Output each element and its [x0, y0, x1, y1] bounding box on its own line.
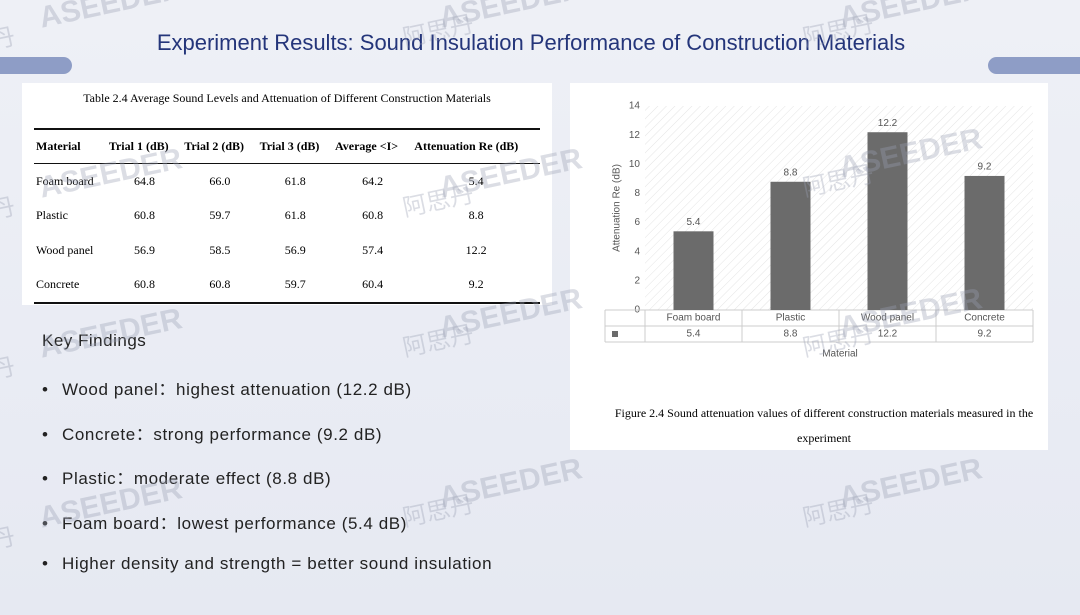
- table-cell: 9.2: [468, 277, 484, 292]
- table-cell: 60.8: [209, 277, 231, 292]
- x-tick-label: Wood panel: [861, 313, 914, 324]
- table-cell: 8.8: [468, 208, 484, 223]
- x-tick-label: Plastic: [776, 313, 805, 324]
- figure-caption: Figure 2.4 Sound attenuation values of d…: [614, 406, 1034, 445]
- finding-text: Plastic：moderate effect (8.8 dB): [62, 469, 332, 489]
- x-axis-label: Material: [822, 349, 858, 360]
- y-tick-label: 10: [629, 159, 641, 170]
- finding-text: Higher density and strength = better sou…: [62, 553, 493, 573]
- findings-heading: Key Findings: [42, 331, 147, 350]
- y-tick-label: 2: [634, 275, 640, 286]
- column-header: Attenuation Re (dB): [412, 129, 540, 164]
- bullet: •: [42, 514, 49, 534]
- table-cell: 56.9: [284, 242, 306, 257]
- table-row: Plastic 60.8 59.7 61.8 60.8 8.8: [34, 199, 540, 234]
- y-tick-label: 12: [629, 130, 641, 141]
- table-cell: 64.8: [134, 173, 156, 188]
- table-cell: 57.4: [362, 242, 384, 257]
- bullet: •: [42, 424, 49, 444]
- table-caption: Table 2.4 Average Sound Levels and Atten…: [83, 91, 491, 105]
- finding-item: • Higher density and strength = better so…: [42, 554, 492, 574]
- table-cell: Foam board: [36, 173, 94, 188]
- finding-text: Wood panel：highest attenuation (12.2 dB): [62, 380, 412, 399]
- column-header: Trial 3 (dB): [257, 129, 333, 164]
- table-cell: 61.8: [284, 208, 306, 223]
- table-cell: 58.5: [209, 242, 231, 257]
- table-row: Concrete 60.8 60.8 59.7 60.4 9.2: [34, 268, 540, 304]
- value-label: 5.4: [687, 217, 701, 228]
- column-header: Trial 2 (dB): [182, 129, 258, 164]
- bar: [867, 132, 908, 310]
- table-cell: 60.4: [362, 277, 384, 292]
- y-tick-label: 8: [634, 188, 640, 199]
- bar: [673, 231, 714, 310]
- y-tick-label: 6: [634, 217, 640, 228]
- y-axis-label: Attenuation Re (dB): [612, 164, 623, 252]
- table-cell: 60.8: [362, 208, 384, 223]
- y-tick-label: 14: [629, 101, 641, 112]
- data-table: Material Trial 1 (dB) Trial 2 (dB) Trial 3 …: [34, 128, 540, 304]
- table-panel: [22, 83, 552, 305]
- column-header: Material: [34, 129, 107, 164]
- legend-key: [612, 331, 618, 337]
- finding-item: • Concrete：strong performance (9.2 dB): [42, 420, 382, 445]
- finding-text: Concrete：strong performance (9.2 dB): [62, 424, 383, 444]
- x-tick-label: Concrete: [964, 313, 1005, 324]
- decor-right: [988, 57, 1080, 74]
- finding-item: • Plastic：moderate effect (8.8 dB): [42, 464, 331, 489]
- table-cell: 5.4: [468, 173, 484, 188]
- data-table-value: 8.8: [784, 329, 798, 340]
- value-label: 12.2: [878, 118, 898, 129]
- decor-left: [0, 57, 72, 74]
- table-cell: Wood panel: [36, 242, 94, 257]
- table-row: Wood panel 56.9 58.5 56.9 57.4 12.2: [34, 233, 540, 268]
- x-tick-label: Foam board: [667, 313, 721, 324]
- value-label: 8.8: [784, 167, 798, 178]
- slide-title: Experiment Results: Sound Insulation Per…: [156, 30, 906, 55]
- column-header: Average <I>: [332, 129, 413, 164]
- table-cell: 12.2: [465, 242, 487, 257]
- value-label: 9.2: [978, 162, 992, 173]
- bar: [964, 175, 1005, 310]
- table-cell: 64.2: [362, 173, 384, 188]
- table-cell: Plastic: [36, 208, 68, 223]
- table-cell: 66.0: [209, 173, 231, 188]
- bullet: •: [42, 380, 49, 399]
- bar: [770, 181, 811, 310]
- bullet: •: [42, 469, 49, 489]
- finding-item: • Foam board：lowest performance (5.4 dB): [42, 509, 407, 534]
- data-table-value: 5.4: [687, 329, 701, 340]
- finding-text: Foam board：lowest performance (5.4 dB): [62, 514, 407, 534]
- table-cell: 60.8: [134, 277, 156, 292]
- table-cell: 56.9: [134, 242, 156, 257]
- column-header: Trial 1 (dB): [106, 129, 183, 164]
- table-cell: 59.7: [284, 277, 306, 292]
- table-cell: 61.8: [284, 173, 306, 188]
- table-cell: 59.7: [209, 208, 231, 223]
- data-table-value: 12.2: [878, 329, 898, 340]
- y-tick-label: 4: [634, 246, 640, 257]
- table-row: Foam board 64.8 66.0 61.8 64.2 5.4: [34, 164, 540, 199]
- finding-item: • Wood panel：highest attenuation (12.2 dB…: [42, 375, 412, 400]
- table-cell: 60.8: [134, 208, 156, 223]
- data-table-value: 9.2: [978, 329, 992, 340]
- table-cell: Concrete: [36, 277, 80, 292]
- bullet: •: [42, 553, 49, 573]
